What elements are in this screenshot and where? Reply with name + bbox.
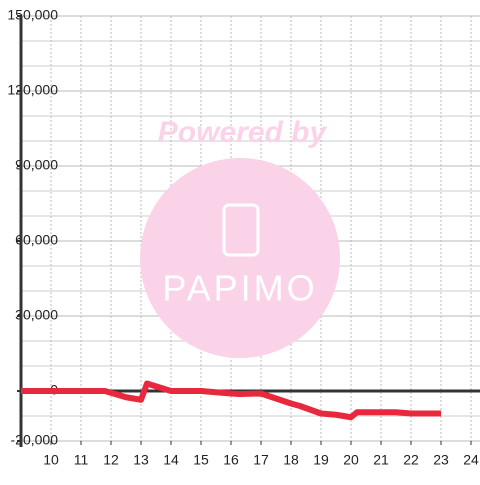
x-tick-label: 13: [133, 452, 149, 468]
x-tick-label: 12: [103, 452, 119, 468]
x-tick-label: 18: [283, 452, 299, 468]
x-tick-label: 14: [163, 452, 179, 468]
y-tick-label: -20,000: [11, 432, 59, 448]
x-tick-label: 19: [313, 452, 329, 468]
y-tick-label: 90,000: [15, 157, 58, 173]
x-tick-label: 11: [74, 452, 89, 468]
y-tick-label: 60,000: [15, 232, 58, 248]
watermark-caption: Powered by: [158, 116, 328, 149]
x-tick-label: 20: [343, 452, 359, 468]
x-tick-label: 16: [223, 452, 239, 468]
x-tick-label: 24: [463, 452, 479, 468]
watermark-brand: PAPIMO: [162, 268, 317, 309]
x-tick-label: 15: [193, 452, 209, 468]
x-tick-label: 17: [253, 452, 269, 468]
x-tick-label: 21: [373, 452, 389, 468]
watermark-circle: [140, 158, 340, 358]
x-tick-label: 22: [403, 452, 419, 468]
y-tick-label: 120,000: [7, 82, 58, 98]
x-tick-label: 10: [43, 452, 59, 468]
y-tick-label: 30,000: [15, 307, 58, 323]
x-tick-label: 23: [433, 452, 449, 468]
phone-icon: [222, 203, 260, 257]
data-line: [21, 380, 441, 421]
y-tick-label: 150,000: [7, 7, 58, 23]
watermark: Powered by PAPIMO: [140, 116, 340, 358]
